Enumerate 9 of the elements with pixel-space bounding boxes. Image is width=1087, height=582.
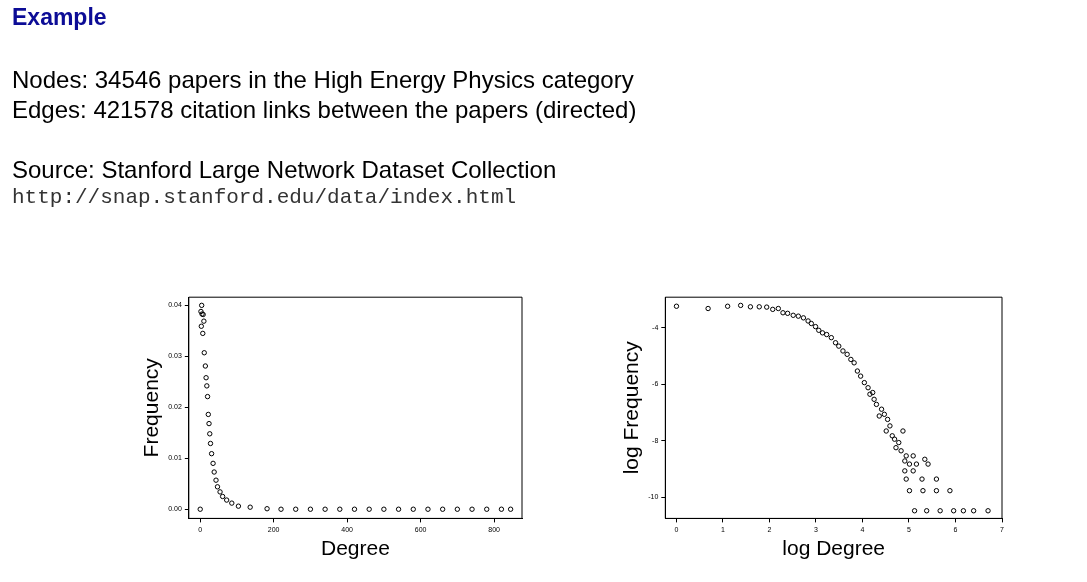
text: http://snap.stanford.edu/data/index.html	[12, 185, 518, 211]
x-axis-title: Degree	[320, 536, 390, 560]
source-note: Source: Stanford Large Network Dataset Collection	[12, 155, 558, 185]
y-axis-title: log Frequency	[619, 340, 643, 475]
text: Edges: 421578 citation links between the papers (directed)	[12, 95, 637, 125]
text: Nodes: 34546 papers in the High Energy Physics category	[12, 65, 635, 95]
x-axis-title: log Degree	[782, 536, 886, 560]
y-axis-title: Frequency	[139, 357, 163, 458]
text: Example	[12, 4, 108, 31]
